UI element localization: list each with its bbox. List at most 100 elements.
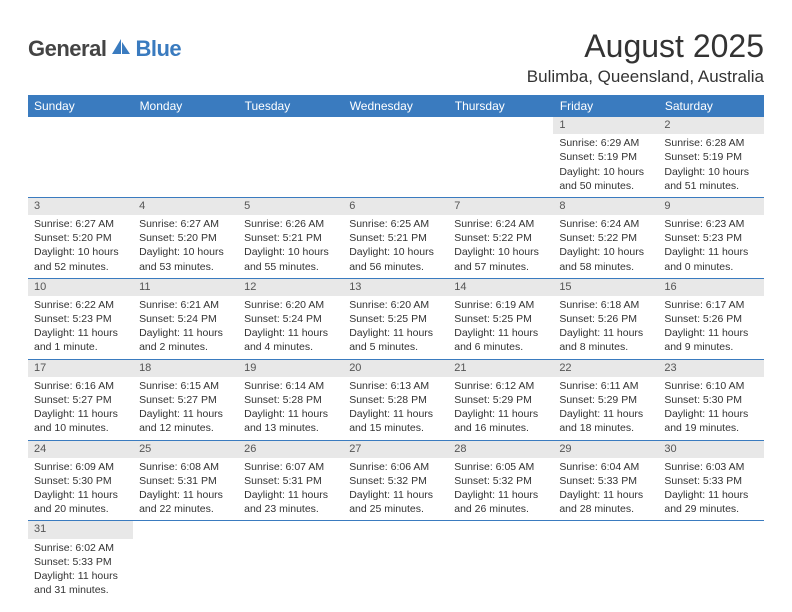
title-block: August 2025 Bulimba, Queensland, Austral… <box>527 28 764 87</box>
calendar-cell: 8Sunrise: 6:24 AMSunset: 5:22 PMDaylight… <box>553 197 658 278</box>
day-details: Sunrise: 6:24 AMSunset: 5:22 PMDaylight:… <box>553 215 658 278</box>
calendar-cell: 12Sunrise: 6:20 AMSunset: 5:24 PMDayligh… <box>238 278 343 359</box>
calendar-cell: 22Sunrise: 6:11 AMSunset: 5:29 PMDayligh… <box>553 359 658 440</box>
calendar-cell: 17Sunrise: 6:16 AMSunset: 5:27 PMDayligh… <box>28 359 133 440</box>
brand-logo: General Blue <box>28 28 181 62</box>
calendar-cell: 20Sunrise: 6:13 AMSunset: 5:28 PMDayligh… <box>343 359 448 440</box>
calendar-cell <box>133 117 238 197</box>
calendar-cell <box>343 117 448 197</box>
day-number: 16 <box>658 279 763 296</box>
calendar-cell: 27Sunrise: 6:06 AMSunset: 5:32 PMDayligh… <box>343 440 448 521</box>
day-details: Sunrise: 6:24 AMSunset: 5:22 PMDaylight:… <box>448 215 553 278</box>
day-header: Sunday <box>28 95 133 117</box>
calendar-cell <box>448 117 553 197</box>
day-number: 9 <box>658 198 763 215</box>
day-details: Sunrise: 6:15 AMSunset: 5:27 PMDaylight:… <box>133 377 238 440</box>
day-number: 19 <box>238 360 343 377</box>
day-number: 30 <box>658 441 763 458</box>
day-details: Sunrise: 6:20 AMSunset: 5:25 PMDaylight:… <box>343 296 448 359</box>
calendar-cell: 5Sunrise: 6:26 AMSunset: 5:21 PMDaylight… <box>238 197 343 278</box>
calendar-cell <box>553 521 658 601</box>
day-details: Sunrise: 6:12 AMSunset: 5:29 PMDaylight:… <box>448 377 553 440</box>
month-title: August 2025 <box>527 28 764 65</box>
header: General Blue August 2025 Bulimba, Queens… <box>28 28 764 87</box>
day-details: Sunrise: 6:11 AMSunset: 5:29 PMDaylight:… <box>553 377 658 440</box>
calendar-cell: 21Sunrise: 6:12 AMSunset: 5:29 PMDayligh… <box>448 359 553 440</box>
calendar-cell: 30Sunrise: 6:03 AMSunset: 5:33 PMDayligh… <box>658 440 763 521</box>
day-header: Monday <box>133 95 238 117</box>
calendar-row: 3Sunrise: 6:27 AMSunset: 5:20 PMDaylight… <box>28 197 764 278</box>
calendar-row: 1Sunrise: 6:29 AMSunset: 5:19 PMDaylight… <box>28 117 764 197</box>
calendar-cell <box>658 521 763 601</box>
calendar-cell <box>238 117 343 197</box>
day-details: Sunrise: 6:18 AMSunset: 5:26 PMDaylight:… <box>553 296 658 359</box>
calendar-cell: 11Sunrise: 6:21 AMSunset: 5:24 PMDayligh… <box>133 278 238 359</box>
day-number: 11 <box>133 279 238 296</box>
calendar-cell <box>133 521 238 601</box>
day-details: Sunrise: 6:20 AMSunset: 5:24 PMDaylight:… <box>238 296 343 359</box>
day-number: 14 <box>448 279 553 296</box>
day-number: 1 <box>553 117 658 134</box>
day-number: 3 <box>28 198 133 215</box>
day-details: Sunrise: 6:27 AMSunset: 5:20 PMDaylight:… <box>133 215 238 278</box>
day-details: Sunrise: 6:29 AMSunset: 5:19 PMDaylight:… <box>553 134 658 197</box>
day-details: Sunrise: 6:02 AMSunset: 5:33 PMDaylight:… <box>28 539 133 602</box>
calendar-cell: 13Sunrise: 6:20 AMSunset: 5:25 PMDayligh… <box>343 278 448 359</box>
day-details: Sunrise: 6:22 AMSunset: 5:23 PMDaylight:… <box>28 296 133 359</box>
day-header-row: Sunday Monday Tuesday Wednesday Thursday… <box>28 95 764 117</box>
calendar-cell: 25Sunrise: 6:08 AMSunset: 5:31 PMDayligh… <box>133 440 238 521</box>
day-number: 17 <box>28 360 133 377</box>
day-details: Sunrise: 6:17 AMSunset: 5:26 PMDaylight:… <box>658 296 763 359</box>
calendar-row: 17Sunrise: 6:16 AMSunset: 5:27 PMDayligh… <box>28 359 764 440</box>
day-header: Saturday <box>658 95 763 117</box>
calendar-cell: 19Sunrise: 6:14 AMSunset: 5:28 PMDayligh… <box>238 359 343 440</box>
brand-part2: Blue <box>135 36 181 62</box>
day-number: 12 <box>238 279 343 296</box>
day-number: 4 <box>133 198 238 215</box>
day-details: Sunrise: 6:27 AMSunset: 5:20 PMDaylight:… <box>28 215 133 278</box>
calendar-cell: 31Sunrise: 6:02 AMSunset: 5:33 PMDayligh… <box>28 521 133 601</box>
day-number: 25 <box>133 441 238 458</box>
day-details: Sunrise: 6:14 AMSunset: 5:28 PMDaylight:… <box>238 377 343 440</box>
calendar-cell: 29Sunrise: 6:04 AMSunset: 5:33 PMDayligh… <box>553 440 658 521</box>
day-header: Wednesday <box>343 95 448 117</box>
day-details: Sunrise: 6:07 AMSunset: 5:31 PMDaylight:… <box>238 458 343 521</box>
location: Bulimba, Queensland, Australia <box>527 67 764 87</box>
day-number: 27 <box>343 441 448 458</box>
day-number: 2 <box>658 117 763 134</box>
calendar-cell <box>28 117 133 197</box>
day-header: Tuesday <box>238 95 343 117</box>
calendar-row: 24Sunrise: 6:09 AMSunset: 5:30 PMDayligh… <box>28 440 764 521</box>
day-details: Sunrise: 6:25 AMSunset: 5:21 PMDaylight:… <box>343 215 448 278</box>
calendar-cell <box>238 521 343 601</box>
day-details: Sunrise: 6:26 AMSunset: 5:21 PMDaylight:… <box>238 215 343 278</box>
day-number: 13 <box>343 279 448 296</box>
day-header: Friday <box>553 95 658 117</box>
day-details: Sunrise: 6:05 AMSunset: 5:32 PMDaylight:… <box>448 458 553 521</box>
calendar-cell: 24Sunrise: 6:09 AMSunset: 5:30 PMDayligh… <box>28 440 133 521</box>
calendar-cell: 7Sunrise: 6:24 AMSunset: 5:22 PMDaylight… <box>448 197 553 278</box>
calendar-table: Sunday Monday Tuesday Wednesday Thursday… <box>28 95 764 601</box>
calendar-cell: 14Sunrise: 6:19 AMSunset: 5:25 PMDayligh… <box>448 278 553 359</box>
calendar-cell: 9Sunrise: 6:23 AMSunset: 5:23 PMDaylight… <box>658 197 763 278</box>
calendar-cell: 3Sunrise: 6:27 AMSunset: 5:20 PMDaylight… <box>28 197 133 278</box>
day-number: 24 <box>28 441 133 458</box>
day-number: 28 <box>448 441 553 458</box>
day-details: Sunrise: 6:03 AMSunset: 5:33 PMDaylight:… <box>658 458 763 521</box>
calendar-cell: 1Sunrise: 6:29 AMSunset: 5:19 PMDaylight… <box>553 117 658 197</box>
day-number: 23 <box>658 360 763 377</box>
day-details: Sunrise: 6:08 AMSunset: 5:31 PMDaylight:… <box>133 458 238 521</box>
day-number: 31 <box>28 521 133 538</box>
day-number: 20 <box>343 360 448 377</box>
brand-part1: General <box>28 36 106 62</box>
day-number: 18 <box>133 360 238 377</box>
calendar-cell: 28Sunrise: 6:05 AMSunset: 5:32 PMDayligh… <box>448 440 553 521</box>
calendar-cell: 18Sunrise: 6:15 AMSunset: 5:27 PMDayligh… <box>133 359 238 440</box>
day-number: 15 <box>553 279 658 296</box>
calendar-cell: 16Sunrise: 6:17 AMSunset: 5:26 PMDayligh… <box>658 278 763 359</box>
calendar-row: 10Sunrise: 6:22 AMSunset: 5:23 PMDayligh… <box>28 278 764 359</box>
day-details: Sunrise: 6:21 AMSunset: 5:24 PMDaylight:… <box>133 296 238 359</box>
day-number: 22 <box>553 360 658 377</box>
day-details: Sunrise: 6:13 AMSunset: 5:28 PMDaylight:… <box>343 377 448 440</box>
day-details: Sunrise: 6:09 AMSunset: 5:30 PMDaylight:… <box>28 458 133 521</box>
